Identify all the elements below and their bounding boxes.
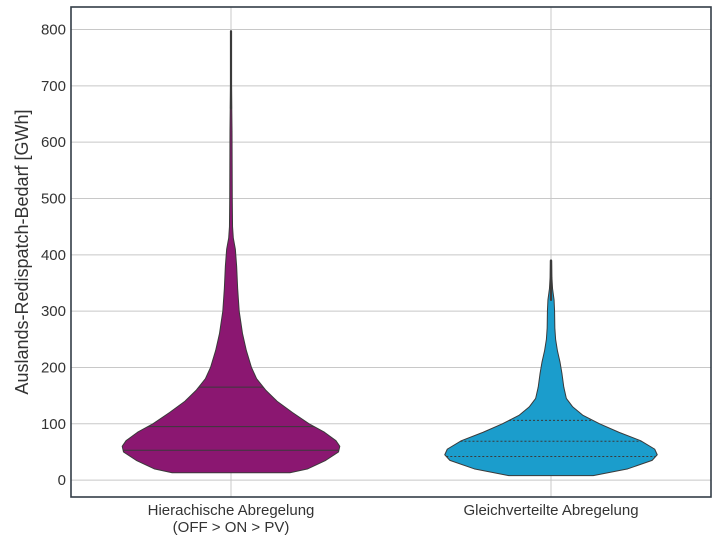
y-tick-label: 700 [41, 78, 66, 95]
y-tick-label: 0 [58, 472, 66, 489]
y-tick-label: 500 [41, 190, 66, 207]
x-tick-label: Gleichverteilte Abregelung [463, 502, 638, 519]
y-tick-label: 200 [41, 359, 66, 376]
y-tick-label: 300 [41, 303, 66, 320]
plot-frame [70, 6, 712, 498]
x-tick-label: Hierachische Abregelung (OFF > ON > PV) [148, 502, 315, 536]
x-tick-label-line: (OFF > ON > PV) [173, 519, 290, 536]
x-tick-label-line: Gleichverteilte Abregelung [463, 502, 638, 519]
y-tick-label: 400 [41, 247, 66, 264]
y-tick-label: 600 [41, 134, 66, 151]
violins [121, 30, 658, 477]
y-tick-labels: 0 100 200 300 400 500 600 700 800 [41, 22, 66, 490]
x-tick-labels: Hierachische Abregelung (OFF > ON > PV) Gl… [148, 502, 639, 536]
y-axis-title: Auslands-Redispatch-Bedarf [GWh] [12, 109, 32, 394]
x-tick-label-line: Hierachische Abregelung [148, 502, 315, 519]
y-tick-label: 800 [41, 22, 66, 39]
y-tick-label: 100 [41, 416, 66, 433]
